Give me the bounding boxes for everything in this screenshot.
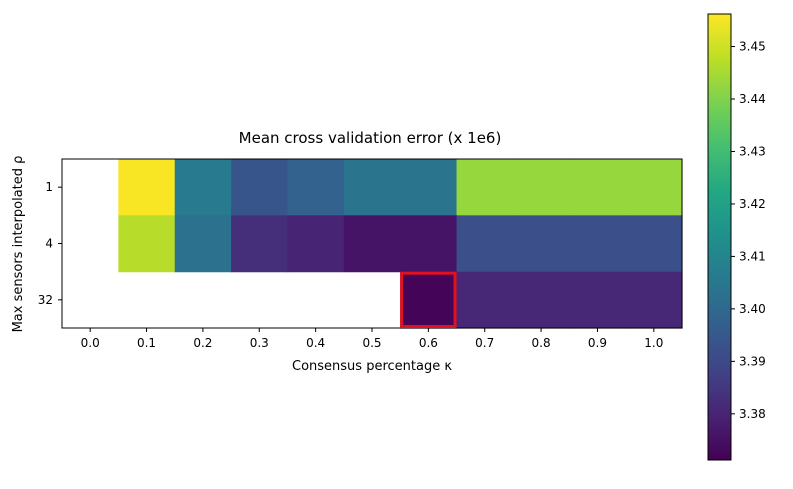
heatmap-cell <box>231 159 289 216</box>
heatmap-cell <box>343 215 401 273</box>
colorbar-tick-label: 3.41 <box>739 249 766 263</box>
heatmap-cell <box>343 159 401 216</box>
heatmap-cell <box>456 271 514 329</box>
colorbar-ticks: 3.38 3.39 3.40 3.41 3.42 3.43 3.44 3.45 <box>731 40 766 421</box>
colorbar-tick-label: 3.42 <box>739 197 766 211</box>
x-tick-label: 0.3 <box>250 336 269 350</box>
heatmap-cell <box>400 159 458 216</box>
y-ticks: 1 4 32 <box>38 180 62 307</box>
colorbar-tick-label: 3.40 <box>739 302 766 316</box>
heatmap-cell <box>512 159 570 216</box>
x-tick-label: 0.6 <box>419 336 438 350</box>
y-tick-label: 4 <box>45 237 53 251</box>
colorbar-tick-label: 3.39 <box>739 354 766 368</box>
colorbar-tick-label: 3.43 <box>739 144 766 158</box>
chart-title: Mean cross validation error (x 1e6) <box>239 129 502 147</box>
heatmap-cells <box>118 159 683 329</box>
heatmap-cell <box>512 215 570 273</box>
x-tick-label: 0.9 <box>588 336 607 350</box>
x-tick-label: 0.8 <box>532 336 551 350</box>
heatmap-cell <box>512 271 570 329</box>
heatmap-cell <box>287 215 345 273</box>
heatmap-cell <box>456 215 514 273</box>
heatmap-cell <box>400 271 458 329</box>
y-axis-label: Max sensors interpolated ρ <box>11 156 26 333</box>
heatmap-cell <box>625 271 683 329</box>
heatmap-cell <box>456 159 514 216</box>
x-tick-label: 1.0 <box>644 336 663 350</box>
heatmap-cell <box>231 215 289 273</box>
heatmap-cell <box>569 215 627 273</box>
heatmap-cell <box>625 215 683 273</box>
heatmap-cell <box>174 215 232 273</box>
colorbar-tick-label: 3.44 <box>739 92 766 106</box>
colorbar-tick-label: 3.45 <box>739 40 766 54</box>
y-tick-label: 1 <box>45 180 53 194</box>
heatmap-cell <box>400 215 458 273</box>
heatmap-cell <box>174 159 232 216</box>
heatmap-cell <box>569 159 627 216</box>
heatmap-cell <box>118 159 176 216</box>
x-tick-label: 0.2 <box>193 336 212 350</box>
heatmap-cell <box>625 159 683 216</box>
colorbar-tick-label: 3.38 <box>739 407 766 421</box>
x-tick-label: 0.4 <box>306 336 325 350</box>
x-tick-label: 0.7 <box>475 336 494 350</box>
x-axis-label: Consensus percentage κ <box>292 359 452 374</box>
heatmap-cell <box>118 215 176 273</box>
x-tick-label: 0.1 <box>137 336 156 350</box>
highlight-box <box>400 271 457 329</box>
x-tick-label: 0.5 <box>362 336 381 350</box>
heatmap-cell <box>569 271 627 329</box>
colorbar <box>707 13 732 461</box>
x-tick-label: 0.0 <box>81 336 100 350</box>
x-ticks: 0.0 0.1 0.2 0.3 0.4 0.5 0.6 0.7 0.8 0.9 1.0 <box>81 328 663 350</box>
heatmap-cell <box>287 159 345 216</box>
y-tick-label: 32 <box>38 293 53 307</box>
